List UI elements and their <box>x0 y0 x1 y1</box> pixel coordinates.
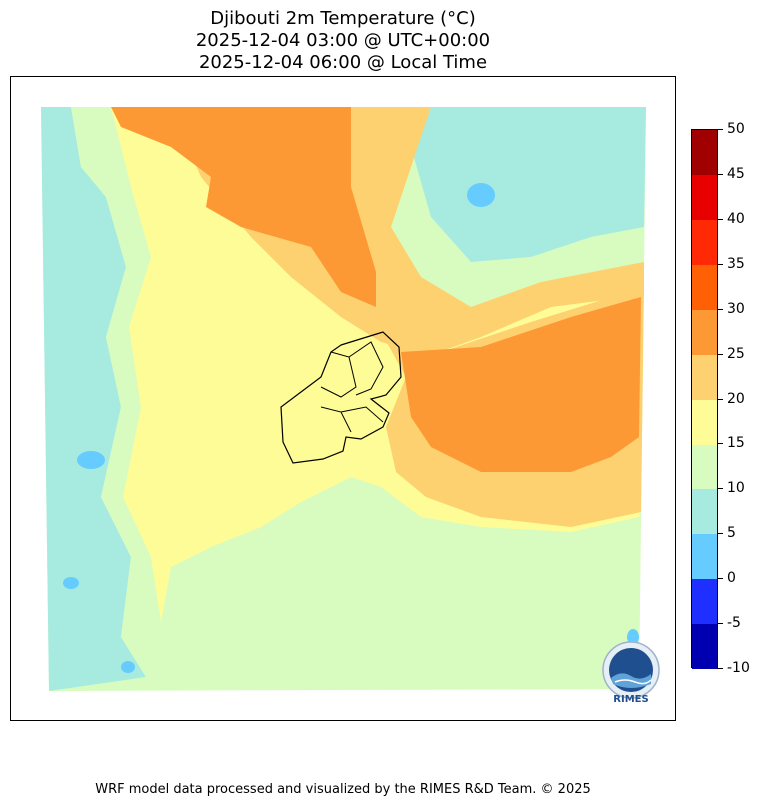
zone-15-20-west <box>71 107 161 677</box>
colorbar-tick-mark <box>717 533 723 535</box>
colorbar-segment <box>692 489 717 535</box>
colorbar-segment <box>692 264 717 310</box>
colorbar-tick-label: 45 <box>727 165 745 182</box>
colorbar-tick-mark <box>717 173 723 175</box>
colorbar-tick-mark <box>717 668 723 669</box>
country-border <box>280 331 402 464</box>
colorbar-tick-label: 5 <box>727 525 736 542</box>
colorbar-tick-mark <box>717 488 723 490</box>
colorbar-tick-mark <box>717 443 723 445</box>
zone-0-5-spot-3 <box>63 577 79 589</box>
colorbar-tick-mark <box>717 263 723 265</box>
temperature-map <box>41 107 646 691</box>
title-line-1: Djibouti 2m Temperature (°C) <box>210 8 476 29</box>
title-line-2: 2025-12-04 03:00 @ UTC+00:00 <box>195 30 491 51</box>
colorbar-tick-mark <box>717 623 723 625</box>
colorbar-segment <box>692 309 717 355</box>
zone-0-5-spot-5 <box>627 629 639 645</box>
zone-25-30-north <box>111 107 376 307</box>
colorbar-tick-mark <box>717 308 723 310</box>
colorbar <box>691 129 718 670</box>
zone-0-5-spot-4 <box>121 661 135 673</box>
region-border-3 <box>320 406 384 433</box>
zone-25-30-east <box>401 297 641 472</box>
colorbar-tick-label: 30 <box>727 300 745 317</box>
map-frame <box>10 76 676 721</box>
zone-15-20-central <box>111 107 644 622</box>
colorbar-segment <box>692 444 717 490</box>
colorbar-tick-label: 50 <box>727 121 745 137</box>
colorbar-tick-mark <box>717 353 723 355</box>
colorbar-segment <box>692 399 717 445</box>
colorbar-segment <box>692 354 717 400</box>
zone-5-10-northeast <box>411 107 646 262</box>
footer-credit: WRF model data processed and visualized … <box>95 782 591 797</box>
logo-text: RIMES <box>613 694 649 705</box>
rimes-logo-icon: RIMES <box>601 640 661 708</box>
colorbar-segment <box>692 534 717 580</box>
colorbar-tick-label: 10 <box>727 480 745 497</box>
colorbar-segment <box>692 219 717 265</box>
colorbar-tick-mark <box>717 398 723 400</box>
colorbar-tick-label: 40 <box>727 210 745 227</box>
colorbar-tick-mark <box>717 218 723 220</box>
title-line-3: 2025-12-04 06:00 @ Local Time <box>198 52 488 73</box>
region-border-2 <box>348 341 384 396</box>
colorbar-tick-label: 0 <box>727 570 736 587</box>
colorbar-tick-label: -5 <box>727 615 741 632</box>
zone-0-5-spot-2 <box>77 451 105 469</box>
region-border-1 <box>320 351 357 398</box>
colorbar-segment <box>692 624 717 670</box>
colorbar-tick-mark <box>717 578 723 580</box>
colorbar-tick-label: 25 <box>727 345 745 362</box>
colorbar-tick-label: 15 <box>727 435 745 452</box>
colorbar-tick-mark <box>717 129 723 130</box>
colorbar-segment <box>692 174 717 220</box>
colorbar-tick-label: -10 <box>727 660 750 676</box>
colorbar-segment <box>692 130 717 175</box>
colorbar-segment <box>692 579 717 625</box>
zone-5-10-west <box>41 107 146 691</box>
colorbar-tick-label: 20 <box>727 390 745 407</box>
zone-0-5-spot-1 <box>467 183 495 207</box>
colorbar-tick-label: 35 <box>727 255 745 272</box>
